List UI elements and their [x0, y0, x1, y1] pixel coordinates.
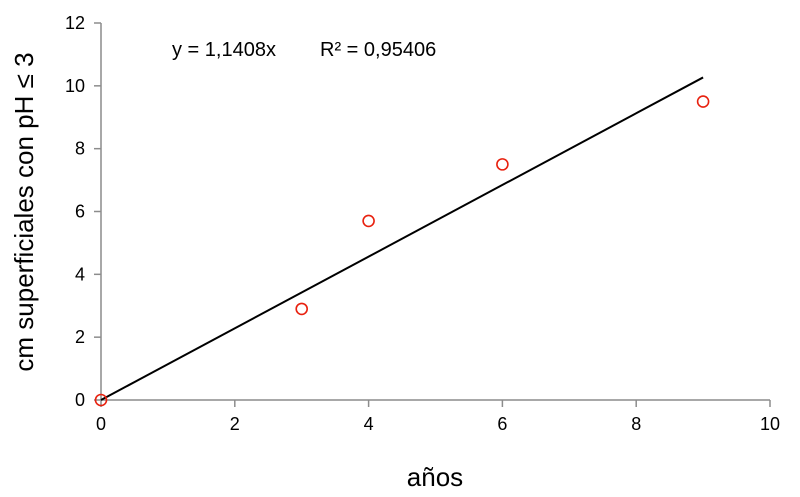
y-tick-label: 8	[75, 139, 85, 159]
y-tick-label: 2	[75, 327, 85, 347]
axes: 0 2 4 6 8 10 0 2 4 6 8 10 12	[65, 13, 780, 434]
y-tick-label: 0	[75, 390, 85, 410]
x-tick-label: 10	[760, 414, 780, 434]
x-tick-label: 8	[631, 414, 641, 434]
y-tick-label: 4	[75, 264, 85, 284]
y-tick-label: 12	[65, 13, 85, 33]
x-tick-label: 6	[497, 414, 507, 434]
data-point	[696, 95, 710, 108]
y-ticks: 0 2 4 6 8 10 12	[65, 13, 101, 410]
data-points	[94, 95, 710, 407]
x-ticks: 0 2 4 6 8 10	[96, 400, 780, 434]
trendline-equation: y = 1,1408x	[172, 39, 276, 61]
y-tick-label: 6	[75, 202, 85, 222]
data-point	[496, 158, 509, 171]
x-axis-title: años	[407, 462, 463, 492]
data-point	[295, 302, 309, 316]
trendline	[100, 76, 704, 401]
r-squared-label: R² = 0,95406	[320, 39, 436, 61]
y-tick-label: 10	[65, 76, 85, 96]
x-tick-label: 2	[230, 414, 240, 434]
x-tick-label: 4	[364, 414, 374, 434]
y-axis-title: cm superficiales con pH ≤ 3	[9, 52, 39, 371]
data-point	[94, 393, 108, 407]
data-point	[362, 214, 375, 228]
x-tick-label: 0	[96, 414, 106, 434]
